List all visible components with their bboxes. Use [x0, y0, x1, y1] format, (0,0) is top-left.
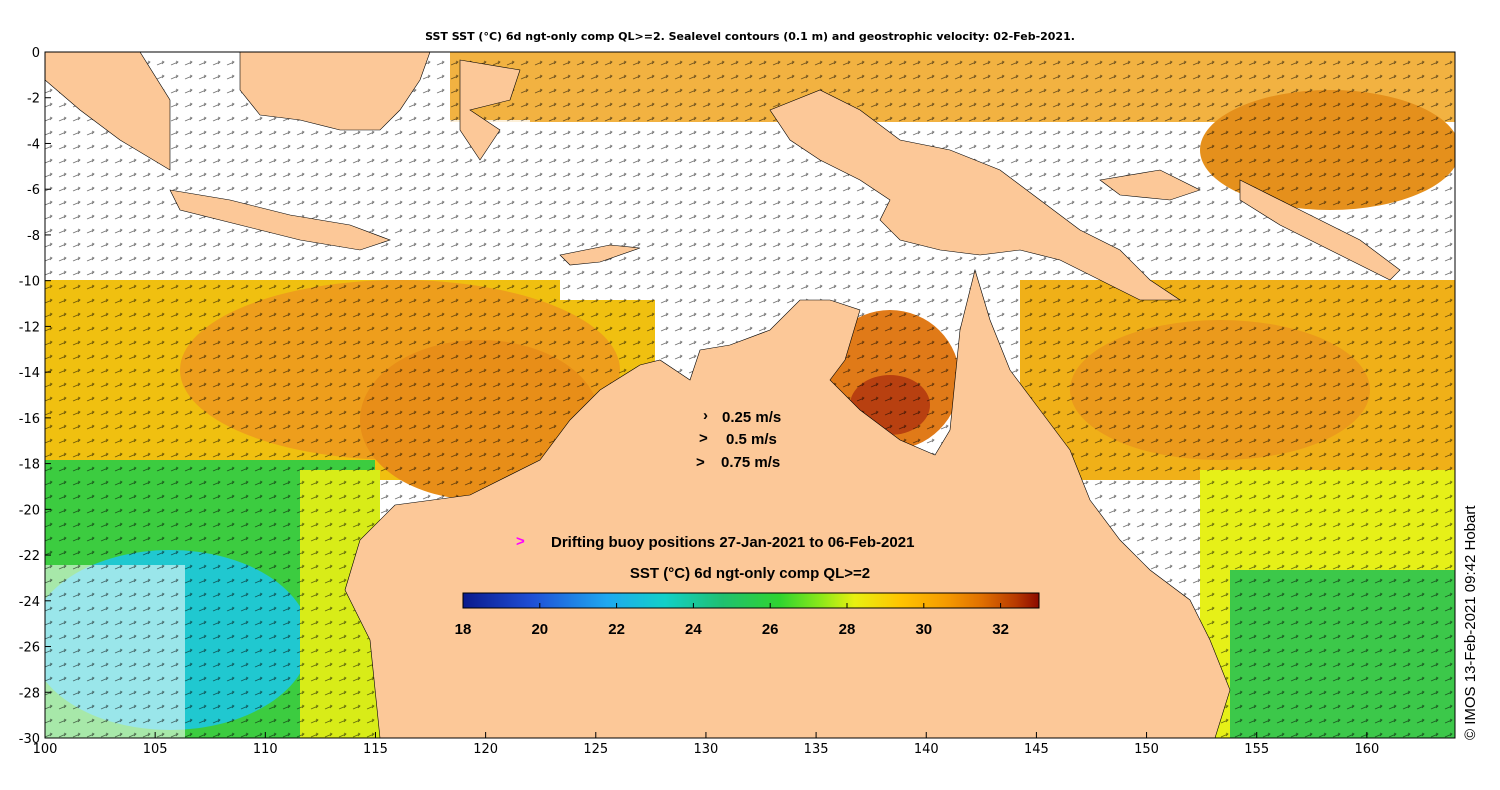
y-tick-label: -30: [19, 732, 40, 747]
x-tick-label: 130: [694, 742, 719, 757]
colorbar-tick-label: 28: [839, 621, 856, 638]
map-plot-area: [45, 52, 1455, 738]
velocity-marker-2: >: [699, 430, 708, 447]
timor-land: [559, 244, 641, 266]
colorbar-tick-label: 22: [608, 621, 625, 638]
y-tick-label: -20: [19, 503, 40, 518]
y-tick-label: -10: [19, 275, 40, 290]
colorbar-title: SST (°C) 6d ngt-only comp QL>=2: [630, 565, 870, 582]
sumatra-land: [45, 52, 171, 171]
y-tick-label: -6: [27, 183, 40, 198]
velocity-legend: › 0.25 m/s > 0.5 m/s > 0.75 m/s: [696, 407, 781, 471]
colorbar-ticks: 18 20 22 24 26 28 30 32: [455, 603, 1009, 638]
x-tick-label: 100: [33, 742, 58, 757]
x-tick-label: 155: [1244, 742, 1269, 757]
y-tick-label: -2: [27, 92, 40, 107]
y-tick-label: -22: [19, 549, 40, 564]
y-tick-label: -24: [19, 595, 40, 610]
colorbar-tick-label: 18: [455, 621, 472, 638]
australia-land: [344, 268, 1231, 738]
y-tick-label: -16: [19, 412, 40, 427]
colorbar-tick-label: 20: [531, 621, 548, 638]
y-tick-label: -14: [19, 366, 40, 381]
velocity-marker-1: ›: [703, 407, 708, 424]
x-tick-label: 145: [1024, 742, 1049, 757]
colorbar-ramp: [462, 592, 1040, 609]
x-tick-label: 120: [473, 742, 498, 757]
x-tick-label: 160: [1354, 742, 1379, 757]
velocity-label-1: 0.25 m/s: [722, 409, 781, 426]
y-tick-label: -18: [19, 458, 40, 473]
x-tick-label: 140: [914, 742, 939, 757]
x-tick-label: 135: [804, 742, 829, 757]
x-tick-label: 115: [363, 742, 388, 757]
y-tick-label: -28: [19, 686, 40, 701]
colorbar-tick-label: 30: [915, 621, 932, 638]
colorbar-tick-label: 32: [992, 621, 1009, 638]
buoy-legend-label: Drifting buoy positions 27-Jan-2021 to 0…: [551, 534, 914, 551]
buoy-marker: >: [516, 533, 525, 550]
borneo-land: [239, 52, 431, 131]
solomon-islands-land: [1239, 179, 1401, 281]
y-tick-label: -26: [19, 641, 40, 656]
velocity-label-2: 0.5 m/s: [726, 431, 777, 448]
colorbar: SST (°C) 6d ngt-only comp QL>=2 18 20 22 24…: [455, 565, 1040, 638]
sulawesi-land: [459, 59, 521, 161]
x-tick-label: 105: [143, 742, 168, 757]
x-tick-label: 125: [583, 742, 608, 757]
credit-text: © IMOS 13-Feb-2021 09:42 Hobart: [1462, 505, 1479, 740]
velocity-label-3: 0.75 m/s: [721, 454, 780, 471]
java-land: [169, 189, 391, 251]
colorbar-tick-label: 26: [762, 621, 779, 638]
y-axis: 0 -2 -4 -6 -8 -10 -12 -14 -16 -18 -20 -22 -24 -26 -28 -…: [19, 46, 51, 747]
map-title: SST SST (°C) 6d ngt-only comp QL>=2. Sea…: [425, 30, 1075, 43]
y-tick-label: -4: [27, 137, 40, 152]
x-tick-label: 150: [1134, 742, 1159, 757]
plot-frame: [44, 51, 1456, 739]
colorbar-tick-label: 24: [685, 621, 702, 638]
y-tick-label: 0: [32, 46, 40, 61]
new-britain-land: [1099, 169, 1201, 201]
velocity-marker-3: >: [696, 454, 705, 471]
new-guinea-land: [769, 89, 1181, 301]
x-tick-label: 110: [253, 742, 278, 757]
y-tick-label: -8: [27, 229, 40, 244]
y-tick-label: -12: [19, 320, 40, 335]
x-axis: 100 105 110 115 120 125 130 135 140 145 150 155 160: [33, 732, 1379, 757]
buoy-legend: > Drifting buoy positions 27-Jan-2021 to…: [516, 533, 914, 551]
